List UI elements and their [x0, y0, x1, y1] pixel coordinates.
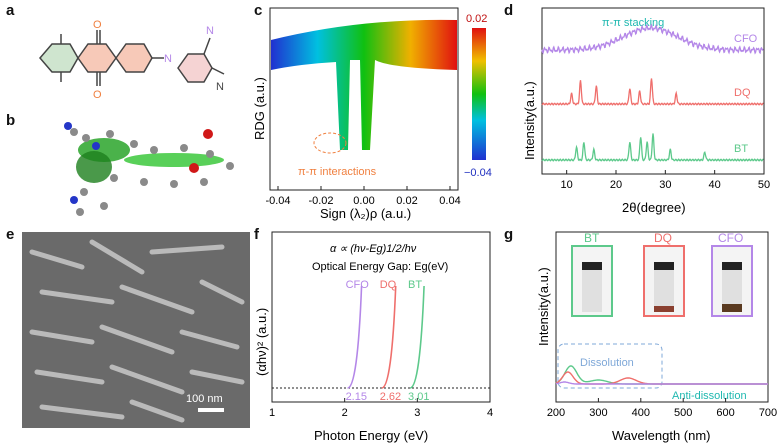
d-series-label-cfo: CFO	[734, 33, 758, 45]
d-series-label-bt: BT	[734, 143, 748, 155]
c-tick-label: 0.00	[353, 195, 374, 207]
panel-g-chart: Intensity(a.u.) BT DQ CFO Dissolution An…	[536, 231, 777, 443]
f-series-label-dq: DQ	[380, 279, 397, 291]
ring-left	[39, 43, 79, 73]
colorbar-max: 0.02	[466, 13, 487, 25]
panel-letter-a: a	[6, 2, 15, 19]
ring-center	[77, 43, 117, 73]
panel-c-chart: π-π interactions 0.02 −0.04 RDG (a.u.) -…	[252, 7, 492, 221]
c-tick-label: 0.04	[439, 195, 460, 207]
d-tick-label: 40	[709, 179, 721, 191]
f-series-label-bt: BT	[408, 279, 422, 291]
vial-label-cfo: CFO	[718, 231, 743, 245]
c-tick-label: -0.04	[265, 195, 290, 207]
d-tick-label: 30	[659, 179, 671, 191]
oxygen-top: O	[93, 19, 102, 31]
colorbar	[472, 28, 486, 160]
panel-b-molecular-model	[64, 122, 234, 216]
g-tick-label: 300	[589, 407, 607, 419]
g-anti-dissolution: Anti-dissolution	[672, 390, 747, 402]
c-annotation: π-π interactions	[298, 166, 377, 178]
c-tick-label: 0.02	[396, 195, 417, 207]
d-tick-label: 10	[561, 179, 573, 191]
panel-a-structure: O O N N N	[39, 19, 225, 101]
g-tick-label: 500	[674, 407, 692, 419]
vial-bt: BT	[571, 231, 613, 317]
d-ylabel: Intensity(a.u.)	[522, 81, 537, 160]
g-ylabel: Intensity(a.u.)	[536, 267, 551, 346]
d-series-bt	[541, 133, 764, 162]
ring-right	[115, 43, 153, 73]
g-series-cfo	[555, 381, 768, 385]
rdg-scatter	[271, 19, 457, 151]
panel-letter-g: g	[504, 226, 514, 243]
f-gap-value-cfo: 2.15	[346, 391, 367, 403]
panel-letter-d: d	[504, 2, 514, 19]
f-series-label-cfo: CFO	[346, 279, 370, 291]
g-tick-label: 600	[716, 407, 734, 419]
nitrogen-left: N	[164, 53, 172, 65]
f-series-dq	[381, 285, 397, 389]
d-series-cfo	[541, 23, 764, 55]
g-plot-frame	[555, 231, 769, 403]
panel-d-chart: Intensity(a.u.) π-π stacking CFO DQ BT 10 2…	[522, 7, 770, 215]
f-formula: α ∝ (hν-Eg)1/2/hν	[330, 243, 417, 255]
f-gap-value-bt: 3.01	[408, 391, 429, 403]
c-tick-label: -0.02	[308, 195, 333, 207]
d-series-dq	[541, 78, 764, 106]
panel-letter-c: c	[254, 2, 263, 19]
d-tick-label: 20	[610, 179, 622, 191]
f-gap-value-dq: 2.62	[380, 391, 401, 403]
c-xlabel: Sign (λ₂)ρ (a.u.)	[320, 206, 411, 221]
f-plot-frame	[271, 231, 491, 403]
oxygen-bottom: O	[93, 89, 102, 101]
vial-label-bt: BT	[584, 231, 600, 245]
g-tick-label: 400	[632, 407, 650, 419]
panel-f-chart: α ∝ (hν-Eg)1/2/hν Optical Energy Gap: Eg…	[254, 231, 493, 443]
d-tick-label: 50	[758, 179, 770, 191]
c-ylabel: RDG (a.u.)	[252, 77, 267, 140]
d-annotation: π-π stacking	[602, 17, 664, 29]
panel-letter-e: e	[6, 226, 15, 243]
f-tick-label: 4	[487, 407, 493, 419]
g-tick-label: 700	[759, 407, 777, 419]
nitrogen-right: N	[216, 81, 224, 93]
panel-letter-b: b	[6, 112, 16, 129]
f-series-cfo	[347, 285, 363, 389]
colorbar-min: −0.04	[464, 167, 492, 179]
vial-cfo: CFO	[711, 231, 753, 317]
f-xlabel: Photon Energy (eV)	[314, 428, 428, 443]
g-xlabel: Wavelength (nm)	[612, 428, 711, 443]
f-tick-label: 2	[342, 407, 348, 419]
vial-label-dq: DQ	[654, 231, 672, 245]
scalebar-label: 100 nm	[186, 393, 223, 405]
ring-far	[177, 53, 213, 83]
d-xlabel: 2θ(degree)	[622, 200, 686, 215]
nitrogen-top: N	[206, 25, 214, 37]
vial-dq: DQ	[643, 231, 685, 317]
d-plot-frame	[541, 7, 765, 175]
f-tick-label: 1	[269, 407, 275, 419]
panel-e-sem-image: 100 nm	[22, 232, 250, 428]
d-series-label-dq: DQ	[734, 87, 751, 99]
f-tick-label: 3	[414, 407, 420, 419]
f-series-bt	[409, 285, 425, 389]
g-dissolution: Dissolution	[580, 357, 634, 369]
panel-letter-f: f	[254, 226, 259, 243]
f-ylabel: (αhν)² (a.u.)	[254, 308, 269, 376]
g-tick-label: 200	[547, 407, 565, 419]
f-subtitle: Optical Energy Gap: Eg(eV)	[312, 261, 448, 273]
